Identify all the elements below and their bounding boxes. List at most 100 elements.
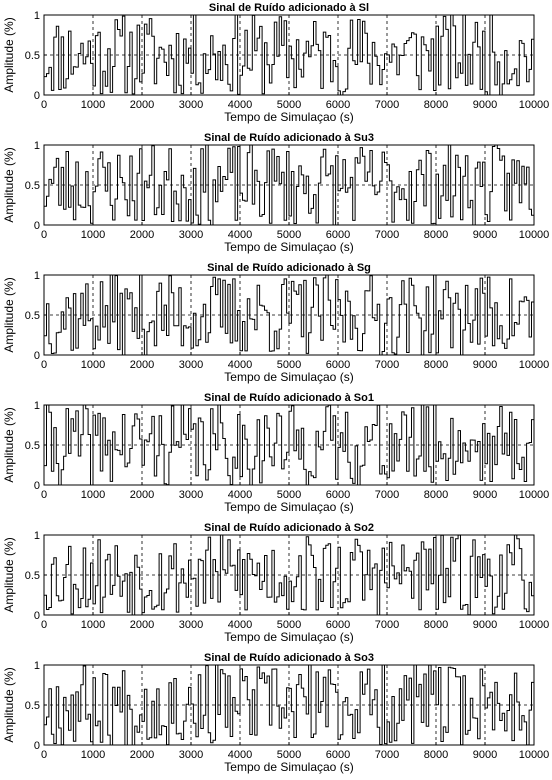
chart-title: Sinal de Ruído adicionado à So1 bbox=[204, 392, 374, 404]
x-tick-label: 6000 bbox=[326, 99, 350, 111]
x-tick-label: 1000 bbox=[81, 619, 105, 631]
x-tick-label: 1000 bbox=[81, 489, 105, 501]
y-tick-label: 0.5 bbox=[25, 570, 40, 582]
x-tick-label: 6000 bbox=[326, 619, 350, 631]
y-axis-label: Amplitude (%) bbox=[2, 17, 16, 92]
y-tick-label: 0.5 bbox=[25, 310, 40, 322]
x-tick-label: 5000 bbox=[277, 749, 301, 761]
x-tick-label: 5000 bbox=[277, 489, 301, 501]
x-tick-label: 9000 bbox=[473, 489, 497, 501]
y-axis-label: Amplitude (%) bbox=[2, 147, 16, 222]
x-tick-label: 4000 bbox=[228, 359, 252, 371]
x-tick-label: 4000 bbox=[228, 229, 252, 241]
x-axis-label: Tempo de Simulaçao (s) bbox=[224, 630, 353, 644]
x-tick-label: 8000 bbox=[424, 359, 448, 371]
x-tick-label: 7000 bbox=[375, 359, 399, 371]
x-tick-label: 9000 bbox=[473, 749, 497, 761]
x-tick-label: 8000 bbox=[424, 749, 448, 761]
y-tick-label: 0 bbox=[34, 740, 40, 752]
chart-title: Sinal de Ruído adicionado à Sl bbox=[209, 2, 369, 14]
y-tick-label: 0 bbox=[34, 90, 40, 102]
y-tick-label: 1 bbox=[34, 270, 40, 282]
x-tick-label: 0 bbox=[41, 229, 47, 241]
x-tick-label: 2000 bbox=[130, 229, 154, 241]
chart-title: Sinal de Ruído adicionado à So2 bbox=[204, 522, 374, 534]
x-tick-label: 3000 bbox=[179, 229, 203, 241]
x-tick-label: 7000 bbox=[375, 99, 399, 111]
x-tick-label: 7000 bbox=[375, 749, 399, 761]
y-tick-label: 0 bbox=[34, 610, 40, 622]
x-tick-label: 4000 bbox=[228, 99, 252, 111]
x-tick-label: 0 bbox=[41, 749, 47, 761]
x-tick-label: 6000 bbox=[326, 359, 350, 371]
x-tick-label: 2000 bbox=[130, 749, 154, 761]
x-tick-label: 0 bbox=[41, 619, 47, 631]
x-tick-label: 2000 bbox=[130, 619, 154, 631]
x-axis-label: Tempo de Simulaçao (s) bbox=[224, 240, 353, 254]
x-tick-label: 6000 bbox=[326, 489, 350, 501]
y-tick-label: 0.5 bbox=[25, 50, 40, 62]
chart-panel-1: Sinal de Ruído adicionado à Sl 0 1000 2000 3… bbox=[2, 2, 549, 124]
x-axis-label: Tempo de Simulaçao (s) bbox=[224, 370, 353, 384]
x-tick-label: 10000 bbox=[519, 359, 550, 371]
y-tick-label: 0 bbox=[34, 350, 40, 362]
x-tick-label: 5000 bbox=[277, 619, 301, 631]
y-tick-label: 1 bbox=[34, 660, 40, 672]
x-tick-label: 3000 bbox=[179, 99, 203, 111]
y-axis-label: Amplitude (%) bbox=[2, 537, 16, 612]
y-axis-label: Amplitude (%) bbox=[2, 667, 16, 742]
x-tick-label: 3000 bbox=[179, 489, 203, 501]
y-tick-label: 0 bbox=[34, 220, 40, 232]
x-tick-label: 8000 bbox=[424, 99, 448, 111]
y-axis-label: Amplitude (%) bbox=[2, 277, 16, 352]
chart-title: Sinal de Ruído adicionado à So3 bbox=[204, 652, 374, 664]
x-axis-label: Tempo de Simulaçao (s) bbox=[224, 760, 353, 774]
x-tick-label: 5000 bbox=[277, 229, 301, 241]
x-tick-label: 7000 bbox=[375, 229, 399, 241]
x-tick-label: 10000 bbox=[519, 99, 550, 111]
chart-panel-5: Sinal de Ruído adicionado à So2 0 1000 2000… bbox=[2, 522, 549, 644]
y-tick-label: 1 bbox=[34, 140, 40, 152]
x-tick-label: 9000 bbox=[473, 229, 497, 241]
y-tick-label: 0.5 bbox=[25, 440, 40, 452]
x-tick-label: 8000 bbox=[424, 229, 448, 241]
x-tick-label: 7000 bbox=[375, 619, 399, 631]
x-tick-label: 4000 bbox=[228, 749, 252, 761]
x-tick-label: 8000 bbox=[424, 489, 448, 501]
chart-panel-3: Sinal de Ruído adicionado à Sg 0 1000 2000 3… bbox=[2, 262, 549, 384]
x-tick-label: 1000 bbox=[81, 99, 105, 111]
x-tick-label: 5000 bbox=[277, 359, 301, 371]
noise-series-line bbox=[44, 664, 534, 746]
x-tick-label: 2000 bbox=[130, 359, 154, 371]
noise-series-line bbox=[44, 404, 534, 486]
y-axis-label: Amplitude (%) bbox=[2, 407, 16, 482]
noise-series-line bbox=[44, 14, 534, 96]
x-tick-label: 7000 bbox=[375, 489, 399, 501]
x-tick-label: 6000 bbox=[326, 229, 350, 241]
x-tick-label: 3000 bbox=[179, 619, 203, 631]
chart-panel-2: Sinal de Ruído adicionado à Su3 0 1000 2000… bbox=[2, 132, 549, 254]
x-axis-label: Tempo de Simulaçao (s) bbox=[224, 500, 353, 514]
y-tick-label: 0 bbox=[34, 480, 40, 492]
x-tick-label: 0 bbox=[41, 99, 47, 111]
chart-panel-4: Sinal de Ruído adicionado à So1 0 1000 2000… bbox=[2, 392, 549, 514]
x-tick-label: 3000 bbox=[179, 359, 203, 371]
x-tick-label: 0 bbox=[41, 489, 47, 501]
chart-title: Sinal de Ruído adicionado à Sg bbox=[207, 262, 371, 274]
x-tick-label: 2000 bbox=[130, 99, 154, 111]
x-tick-label: 4000 bbox=[228, 619, 252, 631]
x-tick-label: 0 bbox=[41, 359, 47, 371]
chart-title: Sinal de Ruído adicionado à Su3 bbox=[204, 132, 374, 144]
x-tick-label: 9000 bbox=[473, 619, 497, 631]
x-tick-label: 4000 bbox=[228, 489, 252, 501]
x-tick-label: 10000 bbox=[519, 489, 550, 501]
x-tick-label: 1000 bbox=[81, 749, 105, 761]
noise-series-line bbox=[44, 534, 534, 616]
x-tick-label: 8000 bbox=[424, 619, 448, 631]
chart-panel-6: Sinal de Ruído adicionado à So3 0 1000 2000… bbox=[2, 652, 549, 774]
y-tick-label: 0.5 bbox=[25, 700, 40, 712]
x-tick-label: 10000 bbox=[519, 749, 550, 761]
x-tick-label: 3000 bbox=[179, 749, 203, 761]
x-tick-label: 10000 bbox=[519, 229, 550, 241]
